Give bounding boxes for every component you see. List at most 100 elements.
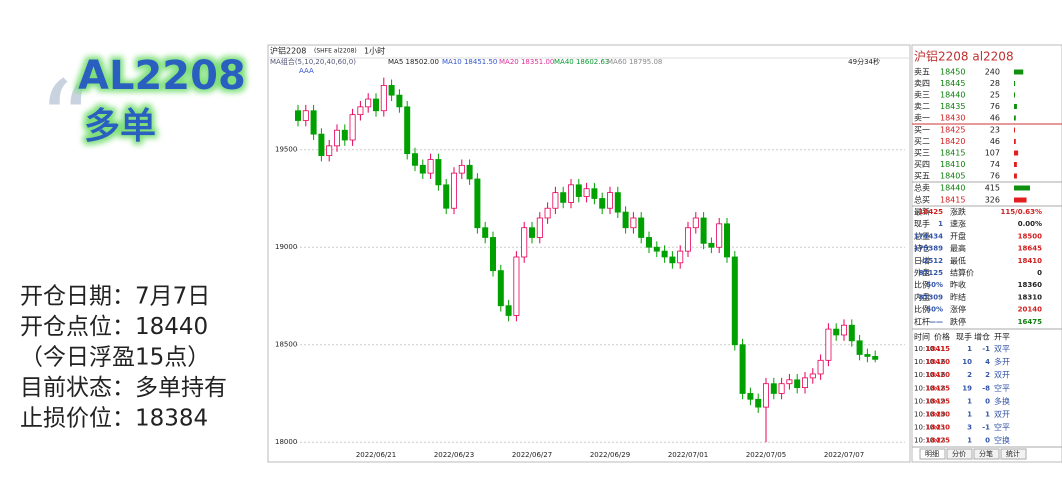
volume-bar bbox=[1014, 69, 1024, 75]
tick-cell: 双平 bbox=[994, 345, 1010, 354]
book-label: 卖二 bbox=[914, 102, 930, 111]
tick-header: 时间 bbox=[914, 332, 930, 342]
tab[interactable] bbox=[973, 448, 1000, 460]
stat-value: 0 bbox=[1037, 269, 1042, 277]
stat-label: 比例 bbox=[914, 304, 930, 314]
tab-label[interactable]: 分笔 bbox=[979, 449, 993, 458]
candle-body bbox=[302, 110, 309, 121]
candle-body bbox=[521, 227, 528, 258]
overlay-line: 开仓日期：7月7日 bbox=[20, 284, 210, 310]
tab[interactable] bbox=[946, 448, 973, 460]
y-tick-label: 18500 bbox=[275, 341, 297, 349]
tab[interactable] bbox=[1000, 448, 1027, 460]
candle-body bbox=[560, 192, 567, 203]
total-volume: 415 bbox=[985, 184, 1000, 193]
candle-body bbox=[653, 246, 660, 252]
candle-body bbox=[622, 211, 629, 229]
tick-cell: 1 bbox=[985, 411, 990, 419]
overlay-line: 止损价位：18384 bbox=[20, 406, 208, 432]
tick-cell: 3 bbox=[967, 424, 972, 432]
candle-body bbox=[326, 145, 333, 156]
book-price: 18445 bbox=[940, 79, 965, 88]
tick-cell: 18425 bbox=[926, 437, 950, 445]
tick-header: 价格 bbox=[934, 332, 950, 342]
quote-panel bbox=[911, 44, 1062, 463]
chart-period[interactable]: 1小时 bbox=[364, 46, 385, 56]
tick-cell: 18430 bbox=[926, 411, 950, 419]
candle-body bbox=[372, 98, 379, 112]
candle-body bbox=[817, 359, 824, 375]
candle-body bbox=[435, 159, 442, 186]
ma-label: MA20 18351.00 bbox=[499, 58, 554, 66]
stat-label: 最新 bbox=[914, 207, 930, 217]
book-label: 买一 bbox=[914, 126, 930, 135]
tick-header: 现手 bbox=[956, 332, 972, 342]
tick-cell: -1 bbox=[982, 424, 990, 432]
stat-value: —— bbox=[929, 318, 943, 326]
candle-body bbox=[489, 237, 496, 272]
candle-body bbox=[669, 256, 676, 264]
candle-body bbox=[700, 217, 707, 244]
total-price: 18440 bbox=[940, 184, 965, 193]
tick-cell: 双开 bbox=[994, 410, 1010, 419]
stat-value: 16475 bbox=[1018, 318, 1042, 326]
candle-body bbox=[809, 373, 816, 379]
candle-body bbox=[731, 256, 738, 346]
stat-label: 总量 bbox=[914, 231, 930, 241]
y-tick-label: 18000 bbox=[275, 438, 297, 446]
stat-label: 外盘 bbox=[914, 268, 930, 278]
tab-label[interactable]: 明细 bbox=[925, 449, 939, 458]
candle-body bbox=[341, 129, 348, 141]
tick-cell: 空换 bbox=[994, 435, 1010, 445]
candle-body bbox=[411, 153, 418, 166]
volume-bar bbox=[1014, 115, 1016, 121]
candle-body bbox=[443, 184, 450, 209]
candle-body bbox=[427, 159, 434, 174]
book-label: 卖四 bbox=[914, 79, 930, 88]
book-price: 18410 bbox=[940, 160, 965, 169]
tick-cell: 10:10:23 bbox=[914, 437, 945, 445]
tab-label[interactable]: 分价 bbox=[952, 449, 966, 458]
book-price: 18450 bbox=[940, 68, 965, 77]
candle-body bbox=[825, 328, 832, 361]
candle-body bbox=[763, 383, 770, 408]
volume-bar bbox=[1014, 139, 1016, 144]
y-tick-label: 19500 bbox=[275, 146, 297, 154]
candle-body bbox=[856, 340, 863, 355]
tab[interactable] bbox=[919, 448, 946, 460]
stat-label: 比例 bbox=[914, 280, 930, 290]
overlay-line: 开仓点位：18440 bbox=[20, 314, 208, 340]
book-price: 18425 bbox=[940, 126, 965, 135]
candle-body bbox=[724, 223, 731, 258]
tab-label[interactable]: 统计 bbox=[1006, 449, 1020, 458]
candle-body bbox=[396, 94, 403, 108]
volume-bar bbox=[1014, 127, 1015, 133]
tick-cell: 18430 bbox=[926, 424, 950, 432]
indicator-name: MA组合(5,10,20,40,60,0) bbox=[270, 57, 356, 66]
timer: 49分34秒 bbox=[848, 57, 880, 66]
candle-body bbox=[388, 84, 395, 96]
candle-body bbox=[607, 192, 614, 209]
candle-body bbox=[599, 198, 606, 209]
book-volume: 240 bbox=[985, 68, 1000, 77]
tick-cell: 10:10:18 bbox=[914, 384, 945, 392]
chart-symbol: 沪铝2208 bbox=[270, 46, 306, 56]
x-tick-label: 2022/07/05 bbox=[746, 451, 786, 459]
candle-body bbox=[770, 383, 777, 394]
candle-body bbox=[458, 164, 465, 174]
book-label: 卖三 bbox=[914, 91, 930, 100]
candle-body bbox=[685, 227, 692, 252]
book-price: 18435 bbox=[940, 102, 965, 111]
tick-cell: 10:10:16 bbox=[914, 358, 946, 366]
tick-cell: 多开 bbox=[994, 357, 1010, 367]
tick-cell: 空平 bbox=[994, 422, 1010, 432]
chart-code: (SHFE al2208) bbox=[314, 48, 357, 55]
formula[interactable]: AAA bbox=[299, 67, 314, 75]
stat-value: 18425 bbox=[919, 208, 943, 216]
x-tick-label: 2022/06/23 bbox=[434, 451, 474, 459]
stat-value: 18500 bbox=[1018, 232, 1042, 240]
tick-cell: 双开 bbox=[994, 371, 1010, 380]
book-title: 沪铝2208 al2208 bbox=[914, 49, 1014, 64]
book-volume: 46 bbox=[990, 114, 1000, 123]
